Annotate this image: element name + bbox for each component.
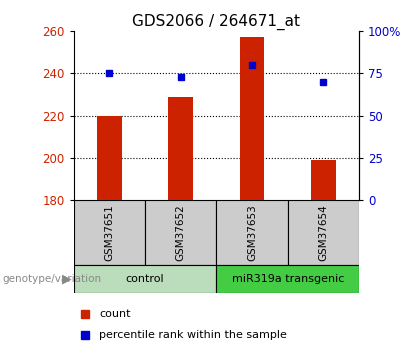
Bar — [97, 116, 122, 200]
Title: GDS2066 / 264671_at: GDS2066 / 264671_at — [132, 13, 300, 30]
Text: GSM37653: GSM37653 — [247, 204, 257, 261]
Bar — [74, 265, 216, 293]
Text: control: control — [126, 274, 164, 284]
Text: GSM37654: GSM37654 — [318, 204, 328, 261]
Bar — [168, 97, 193, 200]
Text: GSM37651: GSM37651 — [104, 204, 114, 261]
Bar — [145, 200, 216, 265]
Bar — [74, 200, 145, 265]
Bar — [239, 37, 265, 200]
Text: GSM37652: GSM37652 — [176, 204, 186, 261]
Text: ▶: ▶ — [62, 273, 72, 286]
Text: count: count — [99, 309, 131, 319]
Bar — [311, 160, 336, 200]
Text: percentile rank within the sample: percentile rank within the sample — [99, 330, 287, 340]
Text: genotype/variation: genotype/variation — [2, 274, 101, 284]
Bar — [216, 200, 288, 265]
Bar — [216, 265, 359, 293]
Bar — [288, 200, 359, 265]
Text: miR319a transgenic: miR319a transgenic — [231, 274, 344, 284]
